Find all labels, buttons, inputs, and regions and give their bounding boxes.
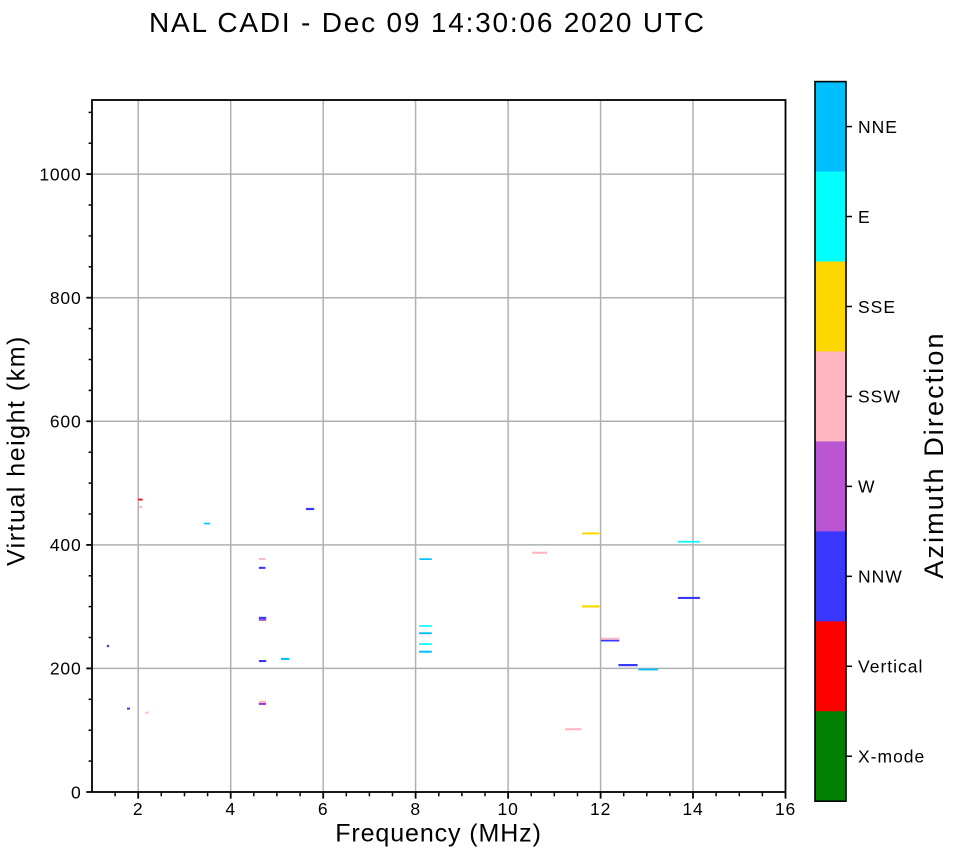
svg-text:SSE: SSE (858, 297, 896, 317)
svg-text:SSW: SSW (858, 387, 901, 407)
svg-text:NNW: NNW (858, 567, 903, 587)
svg-text:12: 12 (590, 799, 611, 819)
svg-text:NAL CADI - Dec 09 14:30:06 202: NAL CADI - Dec 09 14:30:06 2020 UTC (149, 7, 706, 38)
svg-text:Azimuth Direction: Azimuth Direction (919, 331, 949, 578)
svg-text:400: 400 (50, 535, 82, 555)
svg-text:E: E (858, 207, 871, 227)
svg-text:X-mode: X-mode (858, 747, 925, 767)
svg-text:10: 10 (498, 799, 519, 819)
svg-text:6: 6 (318, 799, 329, 819)
svg-text:8: 8 (410, 799, 421, 819)
svg-text:W: W (858, 477, 876, 497)
svg-text:Virtual height (km): Virtual height (km) (3, 335, 31, 566)
svg-text:Vertical: Vertical (858, 657, 923, 677)
svg-text:800: 800 (50, 288, 82, 308)
svg-text:0: 0 (71, 782, 82, 802)
svg-text:1000: 1000 (39, 164, 81, 184)
svg-text:2: 2 (133, 799, 144, 819)
svg-text:600: 600 (50, 412, 82, 432)
svg-text:4: 4 (225, 799, 236, 819)
svg-text:Frequency (MHz): Frequency (MHz) (335, 820, 542, 848)
svg-text:NNE: NNE (858, 117, 898, 137)
svg-text:14: 14 (682, 799, 703, 819)
svg-text:16: 16 (775, 799, 796, 819)
svg-text:200: 200 (50, 659, 82, 679)
